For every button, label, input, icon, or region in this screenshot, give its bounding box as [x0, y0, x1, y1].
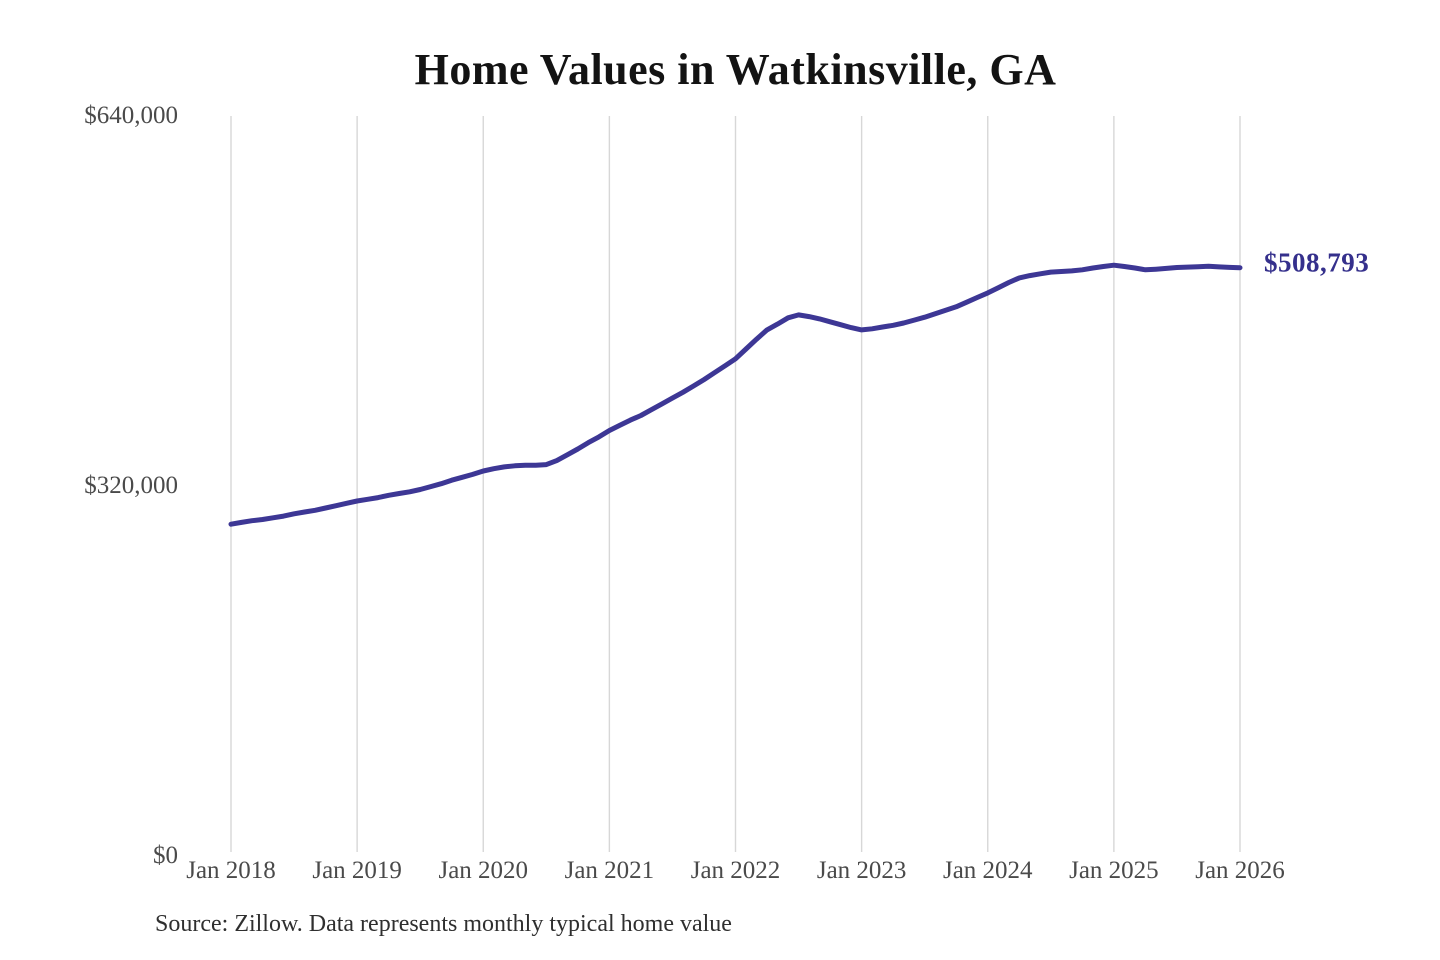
source-note: Source: Zillow. Data represents monthly …: [155, 911, 732, 937]
x-tick-label: Jan 2024: [942, 857, 1033, 884]
home-value-line: [228, 262, 1243, 527]
x-tick-label: Jan 2020: [438, 857, 529, 884]
y-tick-label: $320,000: [84, 472, 178, 499]
x-tick-label: Jan 2018: [186, 857, 276, 884]
y-tick-label: $640,000: [84, 102, 178, 129]
current-value-label: $508,793: [1264, 247, 1370, 278]
x-tick-label: Jan 2023: [816, 857, 907, 884]
x-tick-label: Jan 2022: [690, 857, 781, 884]
y-tick-label: $0: [153, 842, 178, 869]
vertical-gridlines: [230, 116, 1241, 852]
x-tick-label: Jan 2025: [1069, 857, 1159, 884]
x-tick-label: Jan 2019: [312, 857, 402, 884]
x-tick-label: Jan 2026: [1195, 857, 1285, 884]
x-tick-label: Jan 2021: [564, 857, 655, 884]
chart-title: Home Values in Watkinsville, GA: [414, 45, 1057, 94]
